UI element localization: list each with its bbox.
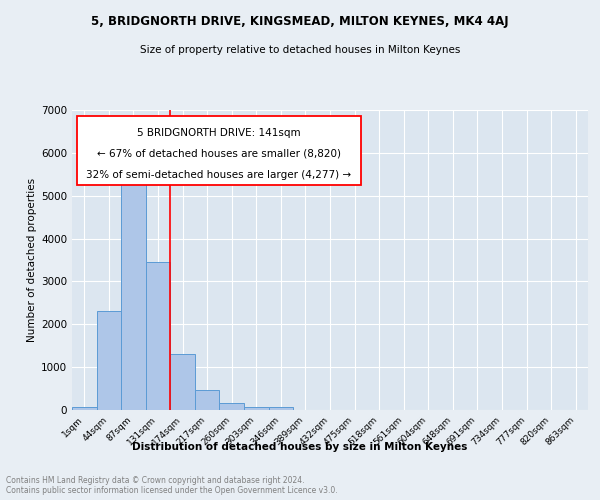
Text: Contains HM Land Registry data © Crown copyright and database right 2024.
Contai: Contains HM Land Registry data © Crown c… — [6, 476, 338, 495]
Bar — [220, 403, 244, 410]
Bar — [244, 406, 269, 410]
Bar — [146, 262, 170, 410]
Text: ← 67% of detached houses are smaller (8,820): ← 67% of detached houses are smaller (8,… — [97, 149, 341, 159]
Bar — [170, 354, 195, 410]
Bar — [72, 407, 97, 410]
Text: 32% of semi-detached houses are larger (4,277) →: 32% of semi-detached houses are larger (… — [86, 170, 352, 179]
Bar — [97, 312, 121, 410]
Bar — [121, 174, 146, 410]
Text: 5 BRIDGNORTH DRIVE: 141sqm: 5 BRIDGNORTH DRIVE: 141sqm — [137, 128, 301, 138]
Bar — [269, 407, 293, 410]
Text: 5, BRIDGNORTH DRIVE, KINGSMEAD, MILTON KEYNES, MK4 4AJ: 5, BRIDGNORTH DRIVE, KINGSMEAD, MILTON K… — [91, 15, 509, 28]
FancyBboxPatch shape — [77, 116, 361, 185]
Text: Distribution of detached houses by size in Milton Keynes: Distribution of detached houses by size … — [133, 442, 467, 452]
Text: Size of property relative to detached houses in Milton Keynes: Size of property relative to detached ho… — [140, 45, 460, 55]
Bar — [195, 390, 220, 410]
Y-axis label: Number of detached properties: Number of detached properties — [27, 178, 37, 342]
